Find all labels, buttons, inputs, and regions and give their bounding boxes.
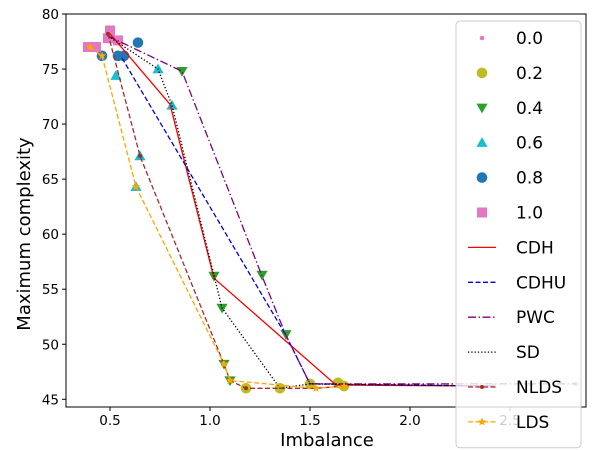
legend-label: 0.8 <box>516 169 543 189</box>
legend-marker-0.6 <box>476 137 488 147</box>
legend-label: CDHU <box>516 273 566 293</box>
legend-label: 0.0 <box>516 29 543 49</box>
line-marker-nlds-0 <box>106 31 110 36</box>
legend-marker-0.0 <box>479 35 485 41</box>
legend-label: NLDS <box>516 378 562 398</box>
line-marker-lds-6 <box>339 381 349 390</box>
legend-label: 0.4 <box>516 99 543 119</box>
line-marker-lds-4 <box>225 376 235 385</box>
legend-label: 1.0 <box>516 204 543 224</box>
point-0.6-0 <box>110 70 122 80</box>
line-lds <box>89 46 345 389</box>
point-0.4-0 <box>176 67 188 77</box>
y-tick-label: 80 <box>42 7 59 23</box>
plot-area: 0.51.01.52.02.54550556065707580 <box>42 7 587 429</box>
line-cdhu <box>121 57 495 387</box>
y-tick-label: 65 <box>42 172 59 188</box>
point-1.0-2 <box>103 33 113 44</box>
legend-label: 0.6 <box>516 134 543 154</box>
legend-label: CDH <box>516 238 554 258</box>
legend-marker-1.0 <box>477 207 487 218</box>
line-marker-nlds-1 <box>138 154 142 159</box>
point-0.6-4 <box>166 99 178 110</box>
y-tick-label: 60 <box>42 227 59 243</box>
point-1.0-3 <box>105 25 115 36</box>
line-sd <box>107 35 495 389</box>
legend-label: LDS <box>516 413 549 433</box>
legend-marker-0.2 <box>476 67 488 79</box>
line-cdh <box>109 33 495 387</box>
x-tick-label: 0.5 <box>99 413 120 429</box>
legend-label: 0.2 <box>516 64 543 84</box>
legend-marker-lds <box>477 417 487 426</box>
line-marker-lds-2 <box>131 182 141 191</box>
legend-marker-nlds <box>480 385 484 389</box>
point-0.8-3 <box>132 37 144 48</box>
legend-marker-0.8 <box>476 172 488 183</box>
x-tick-label: 1.5 <box>299 413 320 429</box>
line-marker-lds-3 <box>219 359 229 368</box>
y-tick-label: 50 <box>42 337 59 353</box>
y-axis-label: Maximum complexity <box>14 137 35 331</box>
line-marker-lds-5 <box>311 383 321 392</box>
legend-label: SD <box>516 343 540 363</box>
x-tick-label: 2.0 <box>399 413 420 429</box>
point-1.0-1 <box>91 42 101 53</box>
y-tick-label: 75 <box>42 62 59 78</box>
plot-frame <box>65 13 587 408</box>
line-pwc <box>107 35 576 385</box>
legend-frame <box>455 20 582 449</box>
legend-marker-0.4 <box>476 103 488 114</box>
line-marker-nlds-4 <box>244 386 248 391</box>
y-tick-label: 55 <box>42 282 59 298</box>
legend: 0.0 0.2 0.4 0.6 0.8 1.0 CDH CDHU PWC SD NLDS LDS <box>455 20 582 449</box>
legend-label: PWC <box>516 308 555 328</box>
line-nlds <box>107 33 345 389</box>
x-tick-label: 1.0 <box>199 413 220 429</box>
line-marker-lds-0 <box>85 42 95 51</box>
y-tick-label: 45 <box>42 392 59 408</box>
line-marker-lds-1 <box>97 51 107 60</box>
x-axis-label: Imbalance <box>280 430 374 450</box>
y-tick-label: 70 <box>42 117 59 133</box>
point-0.8-2 <box>118 50 130 62</box>
